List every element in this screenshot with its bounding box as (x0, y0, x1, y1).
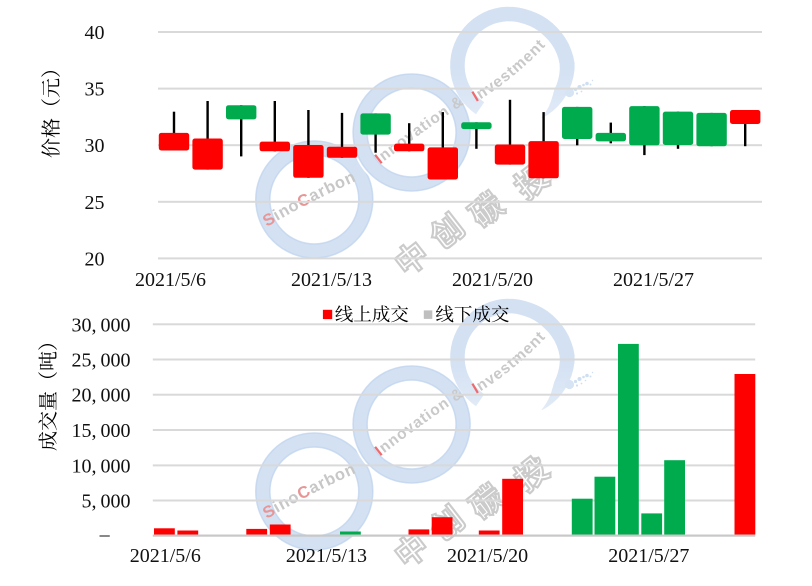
svg-text:20: 20 (85, 248, 105, 270)
svg-text:25, 000: 25, 000 (71, 350, 130, 372)
svg-text:2021/5/20: 2021/5/20 (447, 545, 528, 567)
svg-text:2021/5/13: 2021/5/13 (291, 269, 372, 291)
svg-text:15, 000: 15, 000 (71, 420, 130, 442)
svg-text:2021/5/6: 2021/5/6 (135, 269, 206, 291)
svg-text:30, 000: 30, 000 (71, 314, 130, 336)
svg-text:20, 000: 20, 000 (71, 385, 130, 407)
svg-text:2021/5/13: 2021/5/13 (286, 545, 367, 567)
svg-text:30: 30 (85, 135, 105, 157)
svg-text:25: 25 (85, 192, 105, 214)
svg-text:2021/5/27: 2021/5/27 (608, 545, 689, 567)
svg-text:10, 000: 10, 000 (71, 455, 130, 477)
svg-text:35: 35 (85, 79, 105, 101)
svg-text:2021/5/6: 2021/5/6 (130, 545, 201, 567)
svg-text:40: 40 (85, 22, 105, 44)
svg-text:–: – (99, 524, 111, 546)
svg-text:2021/5/20: 2021/5/20 (452, 269, 533, 291)
svg-text:2021/5/27: 2021/5/27 (613, 269, 694, 291)
svg-text:5, 000: 5, 000 (81, 491, 130, 513)
